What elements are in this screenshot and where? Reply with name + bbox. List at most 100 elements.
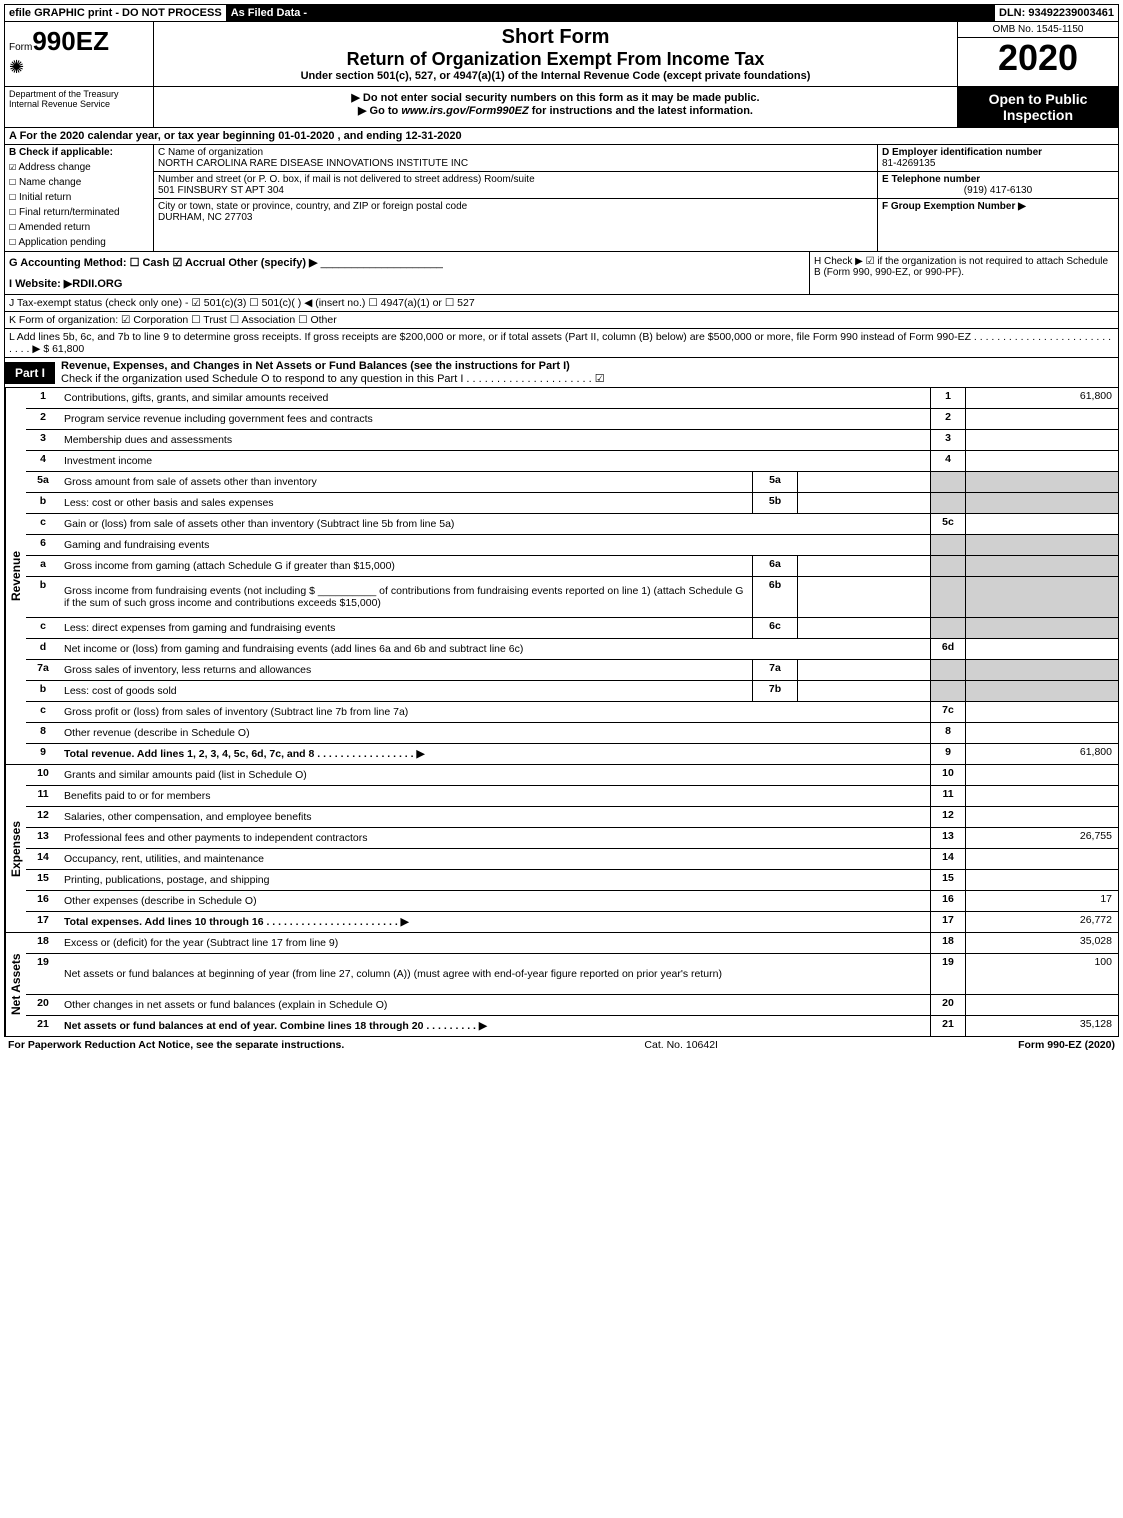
line-ref-gray: [930, 618, 965, 638]
line-value: [965, 786, 1118, 806]
checkbox-icon[interactable]: ☐: [9, 234, 16, 248]
org-address: 501 FINSBURY ST APT 304: [158, 185, 873, 196]
line-description: Less: direct expenses from gaming and fu…: [60, 618, 752, 638]
line-number: 8: [26, 723, 60, 743]
footer-catalog: Cat. No. 10642I: [344, 1039, 1018, 1051]
subline-number: 6b: [752, 577, 797, 617]
form-title: Return of Organization Exempt From Incom…: [158, 49, 953, 70]
form-line-row: bLess: cost or other basis and sales exp…: [26, 493, 1118, 514]
line-value: [965, 451, 1118, 471]
efile-text: efile GRAPHIC print - DO NOT PROCESS: [5, 5, 227, 21]
form-header: Form990EZ ✺ Short Form Return of Organiz…: [4, 22, 1119, 87]
line-value: 100: [965, 954, 1118, 994]
line-ref-number: 3: [930, 430, 965, 450]
checkbox-label: Address change: [18, 162, 90, 173]
line-ref-gray: [930, 556, 965, 576]
checkbox-icon[interactable]: ☐: [9, 219, 16, 233]
line-number: 3: [26, 430, 60, 450]
as-filed-text: As Filed Data -: [227, 5, 312, 21]
subline-value: [797, 577, 930, 617]
dln-text: DLN: 93492239003461: [995, 5, 1118, 21]
subline-number: 7a: [752, 660, 797, 680]
net-assets-side-label: Net Assets: [5, 933, 26, 1036]
line-g-text: G Accounting Method: ☐ Cash ☑ Accrual Ot…: [9, 257, 318, 269]
line-description: Gross amount from sale of assets other t…: [60, 472, 752, 492]
checkbox-row: ☐ Amended return: [9, 219, 149, 233]
line-description: Program service revenue including govern…: [60, 409, 930, 429]
line-value: [965, 807, 1118, 827]
checkbox-row: ☐ Application pending: [9, 234, 149, 248]
part-1-title-text: Revenue, Expenses, and Changes in Net As…: [61, 360, 570, 372]
line-number: 7a: [26, 660, 60, 680]
line-l-gross-receipts: L Add lines 5b, 6c, and 7b to line 9 to …: [4, 329, 1119, 358]
checkbox-icon[interactable]: ☐: [9, 204, 16, 218]
footer-form-ref: Form 990-EZ (2020): [1018, 1039, 1115, 1051]
form-title-box: Short Form Return of Organization Exempt…: [154, 22, 957, 86]
line-description: Net assets or fund balances at beginning…: [60, 954, 930, 994]
org-city-cell: City or town, state or province, country…: [154, 199, 877, 225]
form-line-row: 5aGross amount from sale of assets other…: [26, 472, 1118, 493]
line-ref-gray: [930, 472, 965, 492]
line-number: 14: [26, 849, 60, 869]
line-description: Total expenses. Add lines 10 through 16 …: [60, 912, 930, 932]
line-value: 26,755: [965, 828, 1118, 848]
form-line-row: cGain or (loss) from sale of assets othe…: [26, 514, 1118, 535]
checkbox-icon[interactable]: ☐: [9, 189, 16, 203]
checkbox-row: ☐ Name change: [9, 174, 149, 188]
line-ref-number: 11: [930, 786, 965, 806]
line-ref-number: 1: [930, 388, 965, 408]
line-ref-number: 13: [930, 828, 965, 848]
line-ref-number: 2: [930, 409, 965, 429]
form-line-row: cLess: direct expenses from gaming and f…: [26, 618, 1118, 639]
line-number: 12: [26, 807, 60, 827]
checkbox-icon[interactable]: ☐: [9, 174, 16, 188]
revenue-rows: 1Contributions, gifts, grants, and simil…: [26, 388, 1118, 764]
line-description: Less: cost or other basis and sales expe…: [60, 493, 752, 513]
part-1-subtitle: Check if the organization used Schedule …: [61, 373, 605, 385]
line-value: 26,772: [965, 912, 1118, 932]
subline-value: [797, 493, 930, 513]
line-j-tax-exempt: J Tax-exempt status (check only one) - ☑…: [4, 295, 1119, 312]
form-line-row: 9Total revenue. Add lines 1, 2, 3, 4, 5c…: [26, 744, 1118, 764]
form-line-row: 13Professional fees and other payments t…: [26, 828, 1118, 849]
line-description: Occupancy, rent, utilities, and maintena…: [60, 849, 930, 869]
expenses-rows: 10Grants and similar amounts paid (list …: [26, 765, 1118, 932]
checkbox-label: Final return/terminated: [19, 207, 120, 218]
form-line-row: dNet income or (loss) from gaming and fu…: [26, 639, 1118, 660]
subline-value: [797, 472, 930, 492]
checkbox-icon[interactable]: ☑: [9, 159, 16, 173]
form-subtitle: Under section 501(c), 527, or 4947(a)(1)…: [158, 70, 953, 82]
form-line-row: 8Other revenue (describe in Schedule O)8: [26, 723, 1118, 744]
line-value-gray: [965, 493, 1118, 513]
line-a-tax-year: A For the 2020 calendar year, or tax yea…: [4, 128, 1119, 145]
accounting-method: G Accounting Method: ☐ Cash ☑ Accrual Ot…: [5, 252, 809, 294]
form-line-row: 21Net assets or fund balances at end of …: [26, 1016, 1118, 1036]
subline-number: 6c: [752, 618, 797, 638]
revenue-section: Revenue 1Contributions, gifts, grants, a…: [4, 388, 1119, 765]
header-right-box: OMB No. 1545-1150 2020: [957, 22, 1118, 86]
line-description: Grants and similar amounts paid (list in…: [60, 765, 930, 785]
line-number: 5a: [26, 472, 60, 492]
form-line-row: 14Occupancy, rent, utilities, and mainte…: [26, 849, 1118, 870]
line-description: Gross income from fundraising events (no…: [60, 577, 752, 617]
form-line-row: aGross income from gaming (attach Schedu…: [26, 556, 1118, 577]
form-line-row: 4Investment income4: [26, 451, 1118, 472]
box-b-checkboxes: B Check if applicable: ☑ Address change☐…: [5, 145, 154, 251]
org-city: DURHAM, NC 27703: [158, 212, 873, 223]
line-ref-number: 15: [930, 870, 965, 890]
line-number: 13: [26, 828, 60, 848]
inspection-badge: Open to Public Inspection: [958, 87, 1118, 127]
line-ref-number: 17: [930, 912, 965, 932]
box-de: D Employer identification number 81-4269…: [877, 145, 1118, 251]
form-line-row: bLess: cost of goods sold7b: [26, 681, 1118, 702]
line-value-gray: [965, 618, 1118, 638]
form-line-row: 18Excess or (deficit) for the year (Subt…: [26, 933, 1118, 954]
line-number: 6: [26, 535, 60, 555]
line-number: 21: [26, 1016, 60, 1036]
group-exemption-label: F Group Exemption Number ▶: [882, 201, 1026, 212]
checkbox-label: Amended return: [18, 222, 90, 233]
line-number: 9: [26, 744, 60, 764]
form-number-box: Form990EZ ✺: [5, 22, 154, 86]
phone-value: (919) 417-6130: [882, 185, 1114, 196]
form-line-row: 1Contributions, gifts, grants, and simil…: [26, 388, 1118, 409]
